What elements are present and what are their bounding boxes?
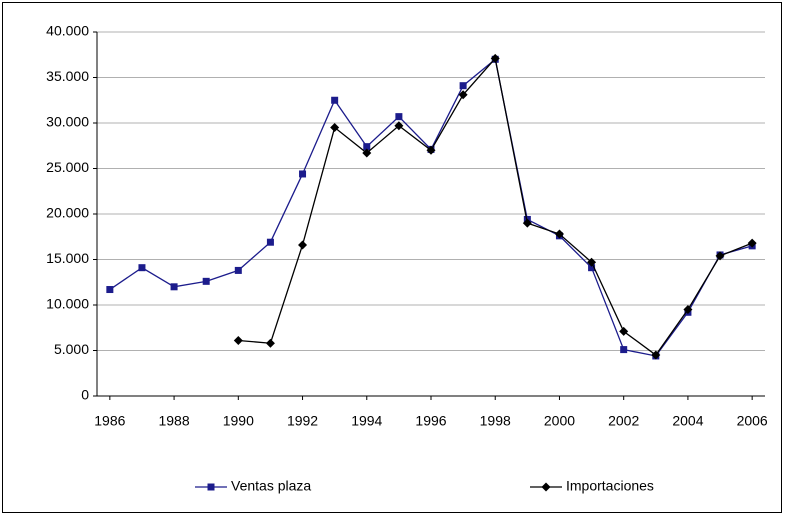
legend-marker — [541, 482, 551, 492]
y-tick-label: 5.000 — [54, 341, 89, 357]
y-tick-label: 15.000 — [46, 250, 89, 266]
data-point — [202, 277, 210, 285]
data-point — [265, 338, 275, 348]
data-point — [138, 264, 146, 272]
data-point — [106, 286, 114, 294]
data-point — [426, 145, 436, 155]
x-tick-label: 1994 — [351, 413, 382, 429]
data-point — [522, 218, 532, 228]
y-tick-label: 25.000 — [46, 159, 89, 175]
data-point — [395, 113, 403, 121]
data-point — [683, 305, 693, 315]
x-tick-label: 1998 — [480, 413, 511, 429]
x-tick-label: 1996 — [415, 413, 446, 429]
legend-label: Ventas plaza — [231, 478, 311, 494]
data-point — [458, 90, 468, 100]
data-point — [266, 238, 274, 246]
x-tick-label: 1986 — [94, 413, 125, 429]
data-point — [490, 53, 500, 63]
y-tick-label: 40.000 — [46, 23, 89, 39]
y-tick-label: 10.000 — [46, 296, 89, 312]
y-tick-label: 30.000 — [46, 114, 89, 130]
x-tick-label: 2006 — [737, 413, 768, 429]
x-tick-label: 1990 — [223, 413, 254, 429]
data-point — [331, 96, 339, 104]
y-tick-label: 20.000 — [46, 205, 89, 221]
data-point — [362, 148, 372, 158]
legend-marker — [207, 483, 215, 491]
data-point — [299, 170, 307, 178]
data-point — [747, 238, 757, 248]
data-point — [715, 251, 725, 261]
data-point — [170, 283, 178, 291]
data-point — [233, 335, 243, 345]
x-tick-label: 1992 — [287, 413, 318, 429]
x-tick-label: 1988 — [158, 413, 189, 429]
y-tick-label: 35.000 — [46, 68, 89, 84]
x-tick-label: 2004 — [672, 413, 703, 429]
data-point — [588, 264, 596, 272]
y-tick-label: 0 — [81, 387, 89, 403]
data-point — [234, 266, 242, 274]
data-point — [651, 350, 661, 360]
x-tick-label: 2002 — [608, 413, 639, 429]
data-point — [363, 143, 371, 151]
data-point — [554, 229, 564, 239]
data-point — [459, 82, 467, 90]
data-point — [619, 326, 629, 336]
data-point — [587, 257, 597, 267]
data-point — [620, 346, 628, 354]
data-point — [298, 240, 308, 250]
legend-label: Importaciones — [566, 478, 654, 494]
data-point — [330, 123, 340, 133]
data-point — [394, 121, 404, 131]
x-tick-label: 2000 — [544, 413, 575, 429]
